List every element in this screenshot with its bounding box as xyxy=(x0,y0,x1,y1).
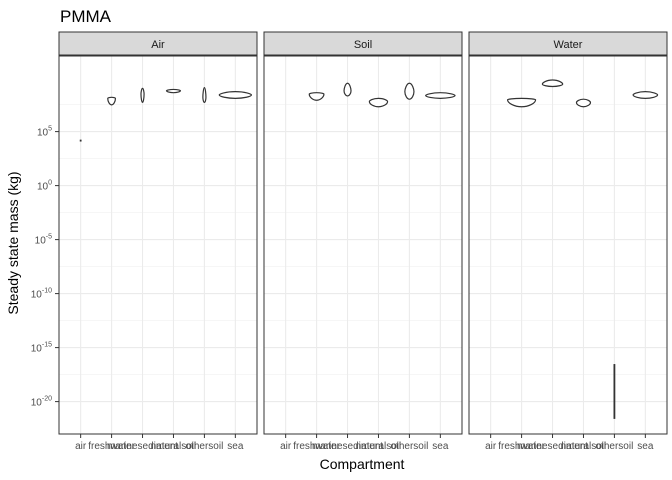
x-tick-label-othersoil: othersoil xyxy=(391,441,429,452)
violin-sea xyxy=(218,91,253,99)
y-axis-ticks: 105 100 10-5 10-10 10-15 10-20 xyxy=(31,126,59,409)
violin-othersoil xyxy=(202,86,207,104)
chart-title: PMMA xyxy=(60,7,112,26)
panel-border xyxy=(58,55,258,435)
violin-naturalsoil xyxy=(165,88,182,94)
violin-freshwater xyxy=(107,96,117,106)
y-tick-label-0: 105 xyxy=(37,126,52,139)
facet-strip-label: Soil xyxy=(354,39,372,51)
facet-panel-soil: Soil air freshwatermarinesedimentnaturalso… xyxy=(263,31,463,452)
x-tick-label-othersoil: othersoil xyxy=(186,441,224,452)
x-tick-label-freshwater: freshwater xyxy=(293,441,340,452)
violin-sea xyxy=(425,92,456,99)
x-tick-label-naturalsoil: naturalsoil xyxy=(561,441,607,452)
violin-marinesediment xyxy=(140,87,145,104)
panel-background xyxy=(59,56,257,434)
y-tick-label-5: 10-20 xyxy=(31,396,52,409)
x-tick-label-marinesediment: marinesediment xyxy=(107,441,178,452)
x-axis-title: Compartment xyxy=(320,456,405,472)
x-tick-label-naturalsoil: naturalsoil xyxy=(356,441,402,452)
facet-strip-label: Air xyxy=(151,39,165,51)
violin-sea xyxy=(632,91,659,99)
y-tick-label-2: 10-5 xyxy=(35,234,52,247)
violin-marinesediment xyxy=(541,79,564,88)
violin-marinesediment xyxy=(343,82,352,97)
x-tick-label-othersoil: othersoil xyxy=(596,441,634,452)
violin-freshwater xyxy=(506,97,537,108)
x-tick-label-marinesediment: marinesediment xyxy=(312,441,383,452)
panel-border xyxy=(263,55,463,435)
x-tick-label-air: air xyxy=(280,441,292,452)
facet-strip xyxy=(468,31,668,56)
y-axis-title: Steady state mass (kg) xyxy=(5,171,21,314)
violin-othersoil xyxy=(404,82,415,100)
y-tick-label-4: 10-15 xyxy=(31,342,52,355)
x-tick-label-marinesediment: marinesediment xyxy=(517,441,588,452)
x-tick-label-air: air xyxy=(75,441,87,452)
facet-panel-water: Water air freshwatermarinesedimentnaturals… xyxy=(468,31,668,452)
x-tick-label-sea: sea xyxy=(637,441,654,452)
y-tick-label-1: 100 xyxy=(37,180,52,193)
x-tick-label-freshwater: freshwater xyxy=(88,441,135,452)
panel-background xyxy=(469,56,667,434)
facet-strip-label: Water xyxy=(554,39,583,51)
panel-border xyxy=(468,55,668,435)
x-tick-label-air: air xyxy=(485,441,497,452)
x-tick-label-freshwater: freshwater xyxy=(498,441,545,452)
violin-naturalsoil xyxy=(368,97,389,108)
facet-strip xyxy=(58,31,258,56)
y-tick-label-3: 10-10 xyxy=(31,288,52,301)
x-tick-label-naturalsoil: naturalsoil xyxy=(151,441,197,452)
x-tick-label-sea: sea xyxy=(227,441,244,452)
x-tick-label-sea: sea xyxy=(432,441,449,452)
facet-strip xyxy=(263,31,463,56)
panel-background xyxy=(264,56,462,434)
violin-naturalsoil xyxy=(575,98,592,108)
facet-panel-air: Air air freshwatermarinesedimentnaturalsoi… xyxy=(58,31,258,452)
violin-freshwater xyxy=(308,92,325,101)
